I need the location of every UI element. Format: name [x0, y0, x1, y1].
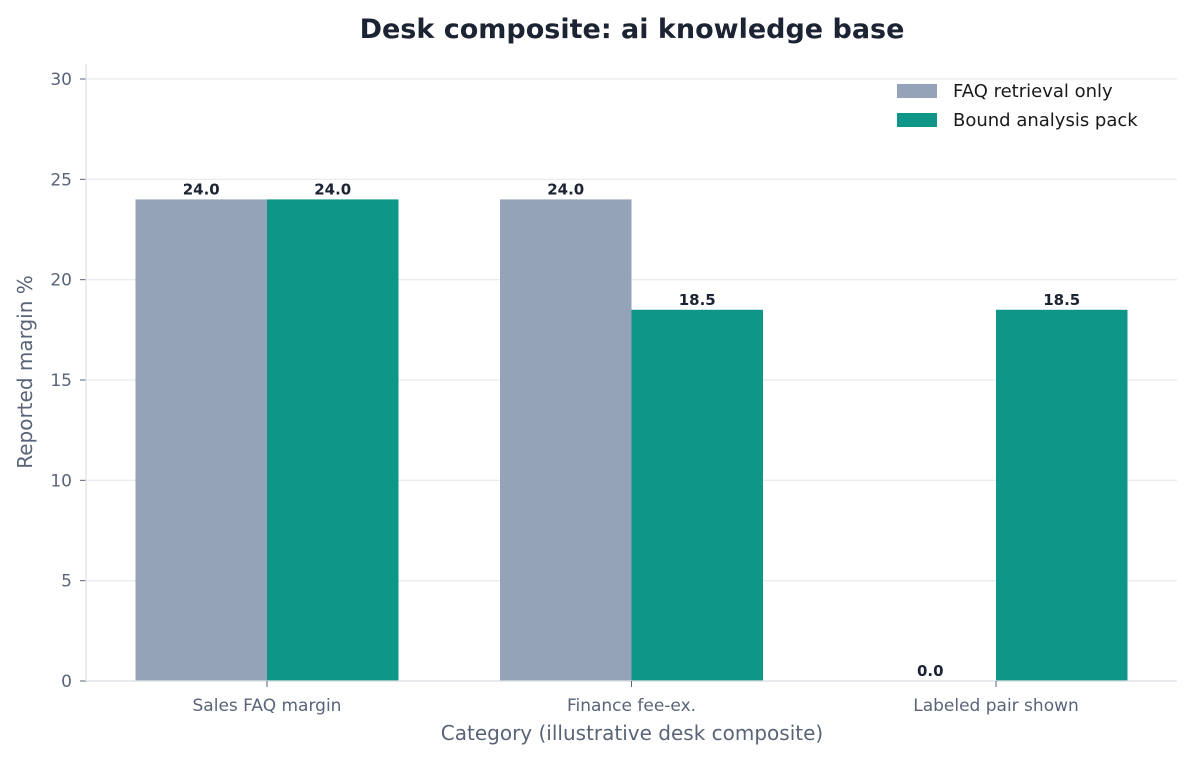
data-label: 24.0: [183, 180, 220, 198]
y-tick-label: 30: [50, 70, 72, 90]
bar: [500, 199, 632, 681]
x-tick-label: Sales FAQ margin: [193, 696, 342, 716]
y-tick-label: 25: [50, 170, 72, 190]
chart-title: Desk composite: ai knowledge base: [360, 14, 905, 45]
y-tick-label: 5: [61, 572, 72, 592]
legend: FAQ retrieval only Bound analysis pack: [897, 81, 1138, 131]
data-label: 24.0: [547, 180, 584, 198]
legend-entry: Bound analysis pack: [953, 110, 1138, 131]
y-axis-label: Reported margin %: [13, 275, 37, 469]
x-axis-label: Category (illustrative desk composite): [441, 721, 823, 745]
data-label: 18.5: [1043, 291, 1080, 309]
x-tick-label: Labeled pair shown: [913, 696, 1079, 716]
data-label: 18.5: [679, 291, 716, 309]
bar: [135, 199, 267, 681]
data-labels: 24.0 24.0 24.0 18.5 0.0 18.5: [183, 180, 1081, 680]
legend-entry: FAQ retrieval only: [953, 81, 1113, 102]
legend-swatch: [897, 84, 937, 98]
y-tick-label: 15: [50, 371, 72, 391]
bar: [631, 309, 763, 681]
data-label: 0.0: [917, 662, 944, 680]
y-tick-label: 0: [61, 672, 72, 692]
data-label: 24.0: [314, 180, 351, 198]
bar: [996, 309, 1128, 681]
axes: 0 5 10 15 20 25 30 Sales FAQ margin Finance fee-…: [50, 64, 1177, 716]
y-tick-label: 20: [50, 271, 72, 291]
x-tick-label: Finance fee-ex.: [567, 696, 696, 716]
y-tick-label: 10: [50, 471, 72, 491]
bar: [267, 199, 399, 681]
bars: [135, 199, 1128, 681]
legend-swatch: [897, 113, 937, 127]
